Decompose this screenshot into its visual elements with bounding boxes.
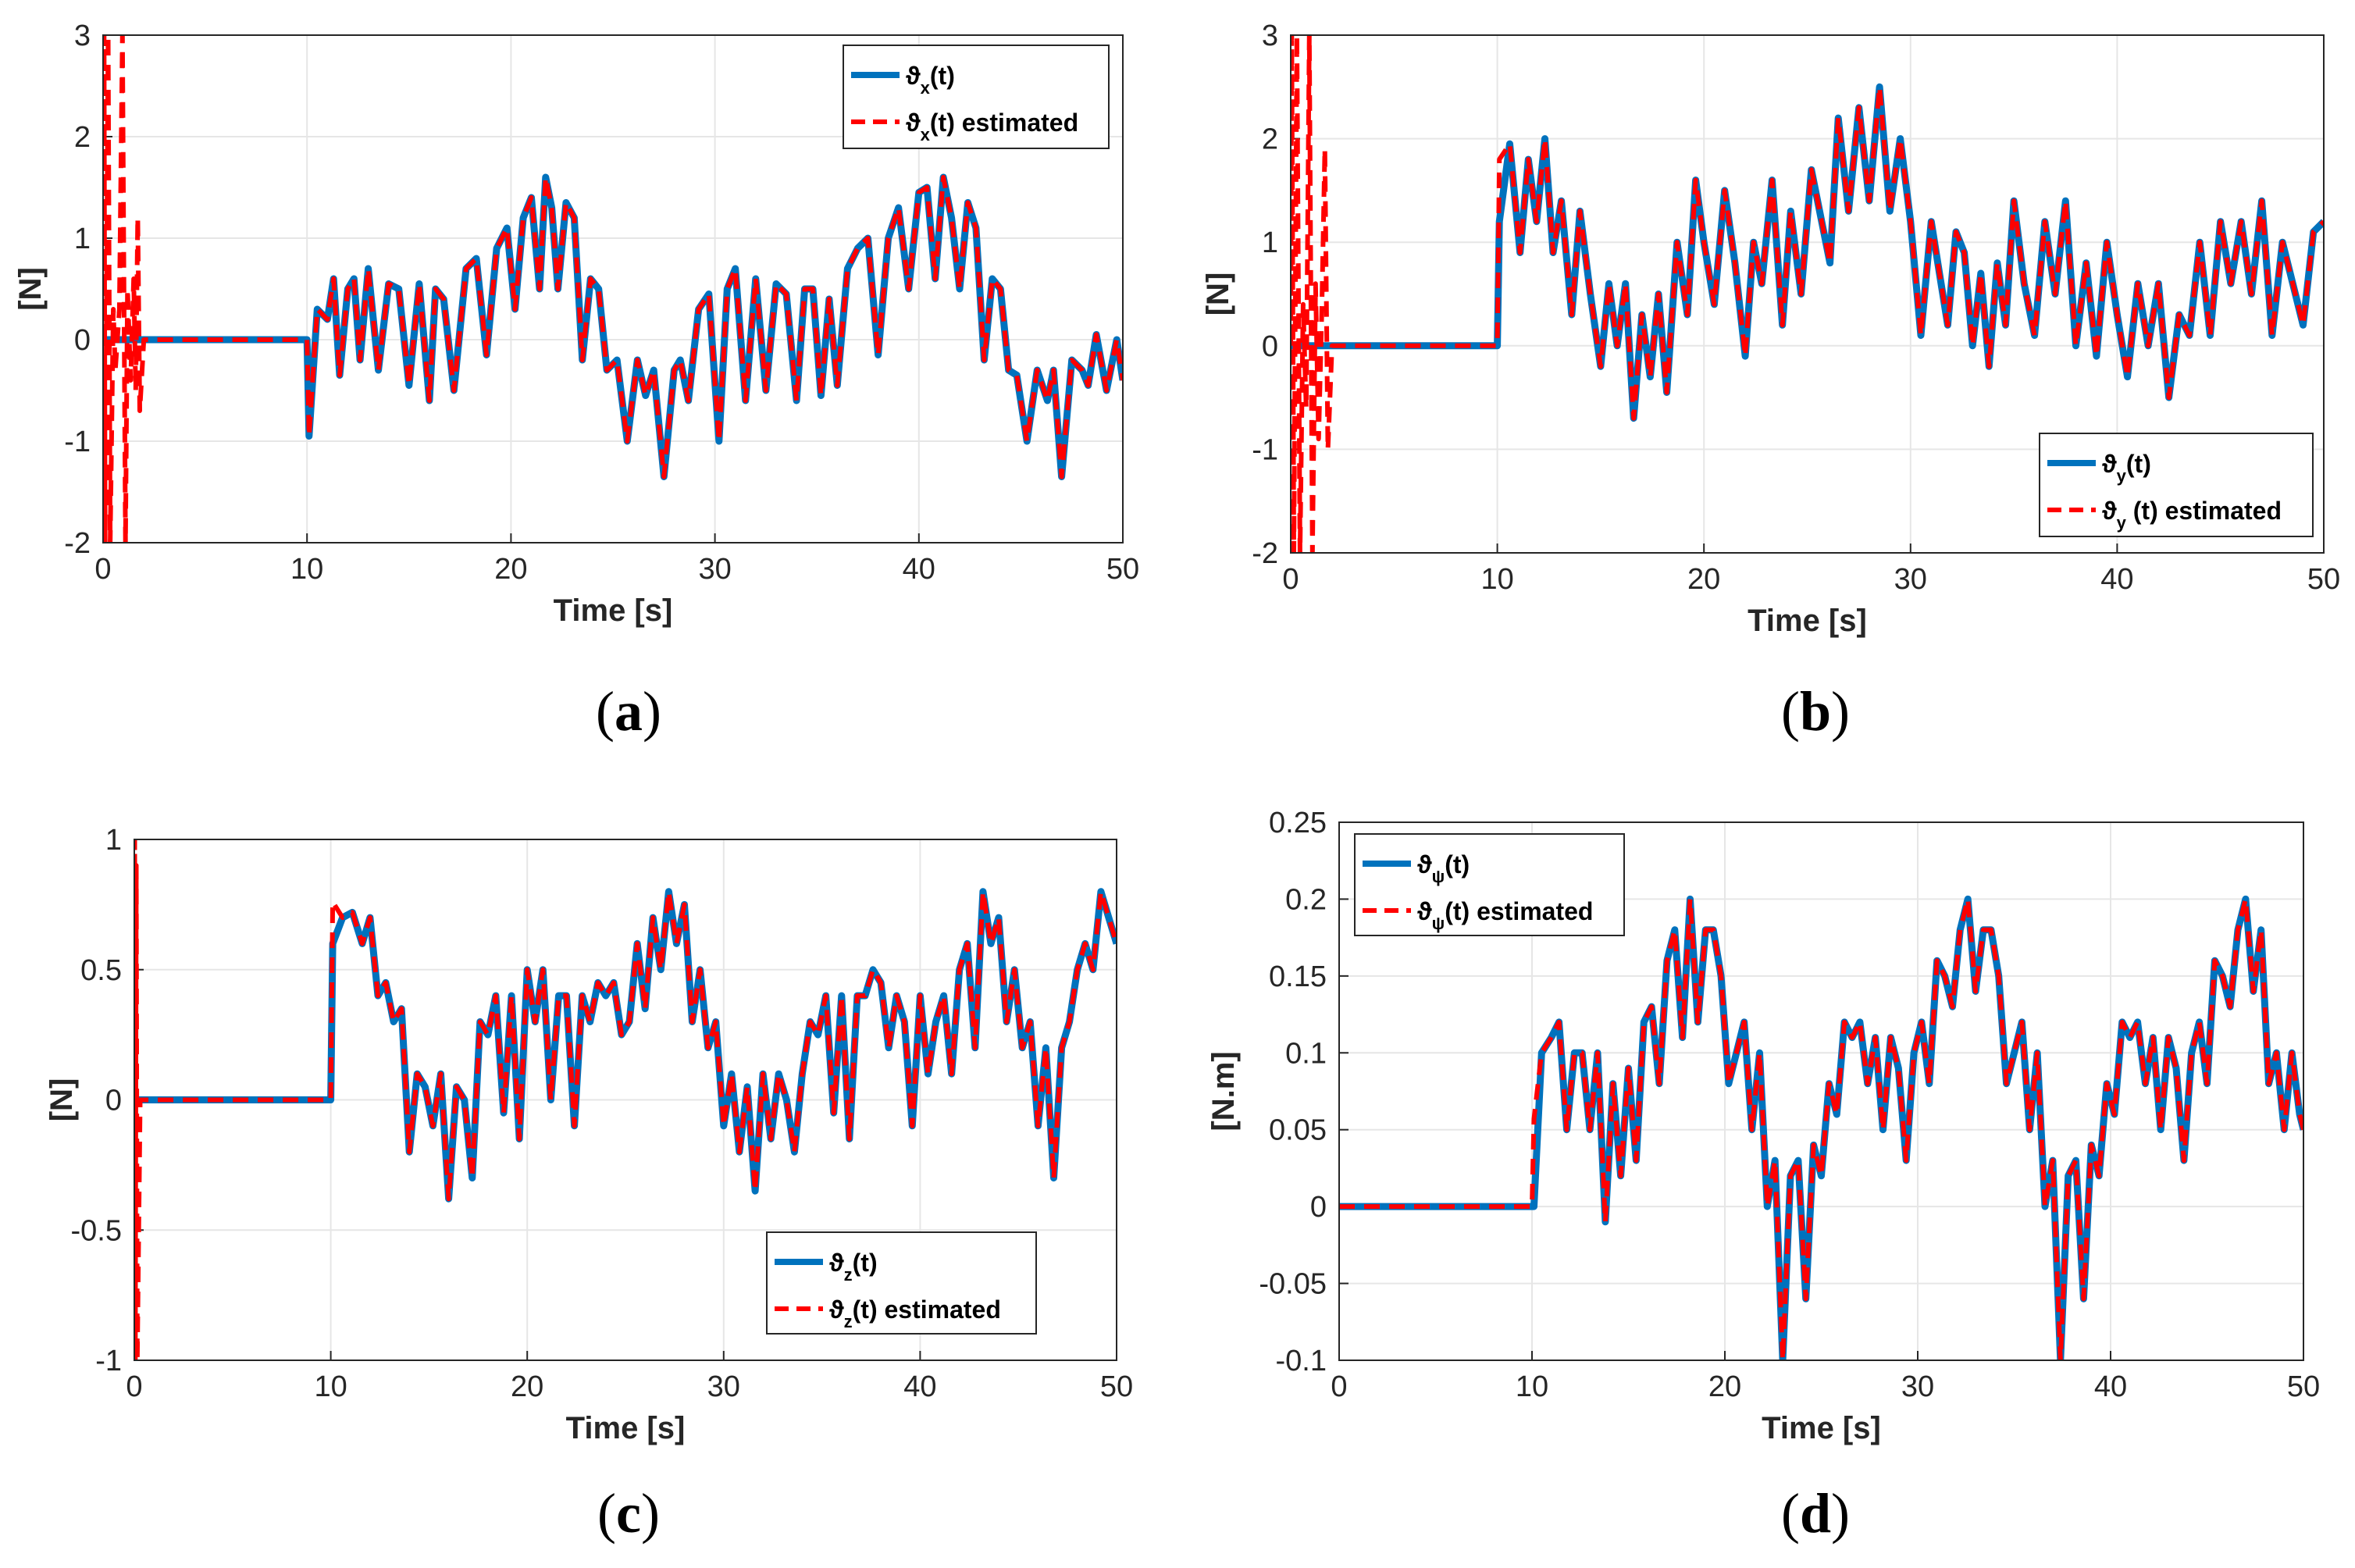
y-tick-label: -1 [1252, 433, 1278, 466]
x-tick-label: 0 [1282, 563, 1299, 596]
legend-estimated-label: ϑx(t) estimated [906, 109, 1078, 144]
legend-actual-label: ϑy(t) [2102, 450, 2151, 486]
legend-box [766, 1231, 1037, 1335]
x-tick-label: 30 [698, 553, 731, 586]
x-tick-label: 20 [1708, 1370, 1741, 1403]
y-tick-label: 0.05 [1269, 1114, 1327, 1147]
legend: ϑψ(t) ϑψ(t) estimated [1354, 833, 1625, 936]
y-tick-label: 3 [1262, 20, 1278, 52]
legend-actual-label: ϑψ(t) [1417, 850, 1470, 886]
x-tick-label: 10 [314, 1370, 347, 1403]
legend: ϑz(t) ϑz(t) estimated [766, 1231, 1037, 1335]
x-tick-label: 20 [511, 1370, 543, 1403]
y-axis-label: [N] [13, 267, 48, 311]
y-tick-label: -2 [64, 527, 91, 560]
series-estimated-line [103, 35, 1123, 543]
y-tick-label: 0 [105, 1085, 122, 1117]
y-tick-label: -1 [95, 1345, 122, 1377]
x-axis-label: Time [s] [554, 593, 673, 628]
x-tick-label: 0 [1331, 1370, 1347, 1403]
x-axis-label: Time [s] [1748, 604, 1867, 638]
series-estimated-line [134, 839, 1117, 1360]
legend-box [843, 45, 1110, 149]
x-tick-label: 40 [903, 1370, 936, 1403]
legend-estimated-label: ϑz(t) estimated [829, 1295, 1001, 1331]
x-tick-label: 0 [126, 1370, 142, 1403]
x-tick-label: 20 [494, 553, 527, 586]
x-tick-label: 50 [1100, 1370, 1133, 1403]
legend-estimated-label: ϑψ(t) estimated [1417, 897, 1593, 933]
y-tick-label: 0 [1262, 330, 1278, 363]
x-axis-label: Time [s] [1762, 1411, 1881, 1445]
series-estimated-line [1339, 896, 2303, 1360]
subplot-d: 0 10 20 30 40 50 -0.1 -0.05 0 0.05 0.1 0.15 0.2 0.25 T… [1206, 807, 2320, 1545]
x-tick-label: 10 [1516, 1370, 1548, 1403]
axes-box [1338, 821, 2304, 1361]
subplot-caption: (a) [596, 680, 661, 743]
y-tick-label: 1 [74, 223, 91, 255]
subplot-caption: (b) [1781, 680, 1850, 743]
y-axis-label: [N] [45, 1078, 79, 1122]
x-tick-label: 10 [1480, 563, 1513, 596]
x-tick-label: 50 [2307, 563, 2340, 596]
x-tick-label: 40 [2094, 1370, 2127, 1403]
y-tick-label: 3 [74, 20, 91, 52]
series-estimated-line [1291, 35, 2324, 553]
y-tick-label: -2 [1252, 537, 1278, 570]
y-tick-label: -0.05 [1259, 1268, 1327, 1301]
x-tick-label: 10 [290, 553, 323, 586]
x-tick-label: 30 [1901, 1370, 1934, 1403]
axes-box [134, 839, 1117, 1361]
y-axis-label: [N] [1201, 273, 1235, 316]
x-tick-label: 0 [94, 553, 111, 586]
y-tick-label: 0.25 [1269, 807, 1327, 839]
y-tick-label: -1 [64, 426, 91, 458]
y-tick-label: 0.1 [1285, 1037, 1327, 1070]
x-axis-label: Time [s] [566, 1411, 686, 1445]
x-tick-label: 40 [2100, 563, 2133, 596]
y-tick-label: 2 [1262, 123, 1278, 156]
y-tick-label: 0.2 [1285, 883, 1327, 916]
x-tick-label: 50 [1106, 553, 1139, 586]
y-tick-label: 2 [74, 121, 91, 154]
y-axis-label: [N.m] [1206, 1051, 1241, 1131]
y-tick-label: 0.15 [1269, 960, 1327, 993]
subplot-caption: (d) [1781, 1482, 1850, 1545]
axes-box [1290, 34, 2325, 554]
y-tick-label: -0.5 [71, 1214, 122, 1247]
legend-estimated-label: ϑy (t) estimated [2102, 497, 2282, 533]
x-tick-label: 50 [2287, 1370, 2320, 1403]
y-tick-label: 1 [1262, 226, 1278, 259]
x-tick-label: 30 [1894, 563, 1927, 596]
legend: ϑy(t) ϑy (t) estimated [2039, 433, 2314, 537]
y-tick-label: -0.1 [1276, 1345, 1327, 1377]
legend-actual-label: ϑx(t) [906, 62, 955, 98]
y-tick-label: 0.5 [80, 954, 122, 987]
subplot-b: 0 10 20 30 40 50 -2 -1 0 1 2 3 Time [s] [N] ϑy(t) ϑy (t… [1201, 20, 2340, 743]
x-tick-label: 40 [903, 553, 935, 586]
legend: ϑx(t) ϑx(t) estimated [843, 45, 1110, 149]
legend-actual-label: ϑz(t) [829, 1249, 878, 1285]
axes-box [102, 34, 1124, 543]
x-tick-label: 30 [707, 1370, 740, 1403]
legend-box [2039, 433, 2314, 537]
x-tick-label: 20 [1687, 563, 1720, 596]
y-tick-label: 1 [105, 824, 122, 857]
legend-box [1354, 833, 1625, 936]
subplot-caption: (c) [597, 1482, 660, 1545]
y-tick-label: 0 [1310, 1191, 1327, 1224]
y-tick-label: 0 [74, 324, 91, 357]
